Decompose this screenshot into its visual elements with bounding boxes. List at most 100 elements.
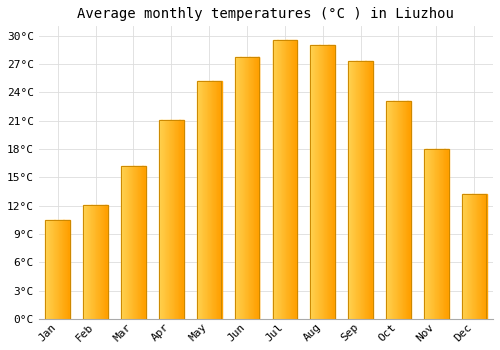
Bar: [104, 205, 106, 319]
Bar: [46, 220, 70, 319]
Bar: [369, 61, 370, 319]
Bar: [216, 81, 218, 319]
Bar: [53, 220, 54, 319]
Bar: [210, 81, 211, 319]
Bar: [321, 45, 322, 319]
Bar: [404, 101, 405, 319]
Bar: [479, 194, 480, 319]
Bar: [293, 41, 294, 319]
Bar: [318, 45, 320, 319]
Bar: [46, 220, 47, 319]
Bar: [98, 205, 99, 319]
Bar: [312, 45, 313, 319]
Bar: [102, 205, 103, 319]
Bar: [178, 120, 179, 319]
Bar: [294, 41, 296, 319]
Bar: [359, 61, 360, 319]
Bar: [446, 149, 447, 319]
Bar: [356, 61, 358, 319]
Bar: [372, 61, 373, 319]
Bar: [94, 205, 95, 319]
Bar: [327, 45, 328, 319]
Bar: [400, 101, 401, 319]
Bar: [242, 57, 243, 319]
Bar: [316, 45, 317, 319]
Bar: [475, 194, 476, 319]
Bar: [136, 166, 138, 319]
Bar: [386, 101, 387, 319]
Bar: [159, 120, 160, 319]
Bar: [197, 81, 198, 319]
Bar: [485, 194, 486, 319]
Bar: [218, 81, 219, 319]
Bar: [443, 149, 444, 319]
Bar: [57, 220, 58, 319]
Bar: [279, 41, 280, 319]
Bar: [447, 149, 448, 319]
Bar: [294, 41, 295, 319]
Bar: [328, 45, 330, 319]
Bar: [140, 166, 141, 319]
Bar: [206, 81, 207, 319]
Bar: [197, 81, 222, 319]
Bar: [163, 120, 164, 319]
Bar: [366, 61, 367, 319]
Bar: [177, 120, 178, 319]
Bar: [350, 61, 351, 319]
Bar: [472, 194, 474, 319]
Bar: [258, 57, 260, 319]
Bar: [47, 220, 48, 319]
Bar: [93, 205, 94, 319]
Bar: [331, 45, 332, 319]
Bar: [136, 166, 137, 319]
Bar: [123, 166, 124, 319]
Bar: [430, 149, 432, 319]
Bar: [206, 81, 208, 319]
Bar: [392, 101, 393, 319]
Bar: [424, 149, 448, 319]
Bar: [314, 45, 316, 319]
Bar: [159, 120, 184, 319]
Bar: [440, 149, 442, 319]
Bar: [362, 61, 363, 319]
Bar: [484, 194, 485, 319]
Bar: [355, 61, 356, 319]
Bar: [471, 194, 472, 319]
Bar: [124, 166, 126, 319]
Bar: [284, 41, 285, 319]
Bar: [283, 41, 284, 319]
Bar: [106, 205, 107, 319]
Bar: [174, 120, 176, 319]
Bar: [205, 81, 206, 319]
Bar: [183, 120, 184, 319]
Bar: [92, 205, 93, 319]
Bar: [392, 101, 394, 319]
Bar: [257, 57, 258, 319]
Bar: [332, 45, 334, 319]
Bar: [60, 220, 61, 319]
Bar: [432, 149, 433, 319]
Bar: [364, 61, 366, 319]
Bar: [330, 45, 331, 319]
Bar: [131, 166, 132, 319]
Bar: [255, 57, 256, 319]
Bar: [408, 101, 409, 319]
Bar: [50, 220, 51, 319]
Bar: [212, 81, 214, 319]
Bar: [394, 101, 395, 319]
Bar: [166, 120, 168, 319]
Bar: [65, 220, 66, 319]
Bar: [442, 149, 443, 319]
Bar: [100, 205, 102, 319]
Bar: [444, 149, 446, 319]
Bar: [282, 41, 284, 319]
Bar: [354, 61, 355, 319]
Bar: [96, 205, 98, 319]
Bar: [128, 166, 130, 319]
Bar: [252, 57, 254, 319]
Bar: [272, 41, 274, 319]
Bar: [478, 194, 479, 319]
Bar: [322, 45, 324, 319]
Bar: [289, 41, 290, 319]
Bar: [127, 166, 128, 319]
